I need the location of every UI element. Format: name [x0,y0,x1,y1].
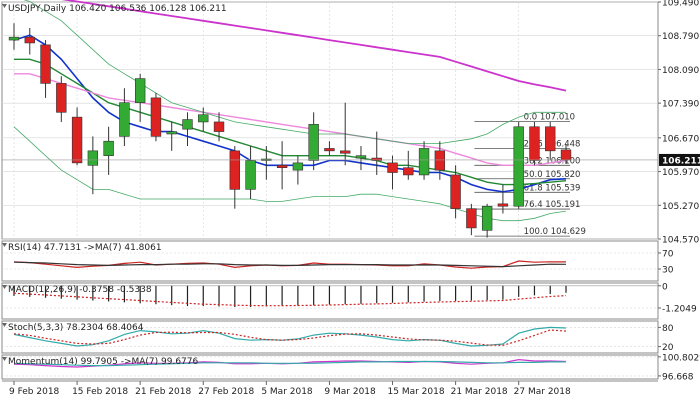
title-marker-icon [2,243,7,247]
candle-body [56,83,67,113]
pane-title: Momentum(14) 99.7905 ->MA(7) 99.6776 [8,357,199,367]
candle-body [545,126,556,152]
candle-body [497,203,509,207]
y-tick-label: -1.2049 [662,305,697,315]
pane-frame [1,354,659,380]
fib-level-label: 61.8 105.539 [524,183,581,193]
x-tick-label: 27 Mar 2018 [514,387,571,397]
fib-level-label: 76.4 105.191 [524,200,581,210]
candle-body [166,131,177,135]
x-tick-label: 21 Feb 2018 [135,387,191,397]
x-tick-label: 27 Feb 2018 [198,387,254,397]
y-tick-label: 105.970 [662,168,699,178]
candle-body [213,121,225,132]
indicator-line-macd_ma [13,292,567,307]
indicator-line-rsi_ma [13,261,567,268]
candle-body [481,205,493,231]
pane-price: 109.490 108.790 108.090 107.390 106.670 105.9… [1,0,700,246]
x-tick-label: 9 Mar 2018 [324,387,376,397]
candle-body [560,149,572,161]
last-price-tag [659,153,700,166]
y-tick-label: 96.668 [662,372,694,382]
ma-line-band_upper [23,0,566,145]
candle-body [8,36,20,41]
candle-body [308,124,319,161]
candle-body [529,126,540,161]
y-tick-label: 104.570 [662,236,699,246]
title-marker-icon [2,285,7,289]
y-tick-label: 105.270 [662,202,699,212]
pane-frame [1,1,659,240]
x-tick-label: 21 Mar 2018 [451,387,508,397]
pane-frame [1,240,659,282]
candle-body [324,148,335,152]
candle-body [182,119,193,130]
y-tick-label: 108.790 [662,32,699,42]
pane-title: MACD(12,26,9) -0.3758 -0.5338 [8,285,152,295]
candle-body [198,114,209,123]
candle-body [403,167,414,176]
last-price-label: 106.211 [662,156,700,166]
ma-line-green [14,58,567,186]
fib-level-label: 100.0 104.629 [524,227,586,237]
ma-line-magenta [61,0,567,92]
y-tick-label: 106.670 [662,134,699,144]
ma-line-pink [14,73,567,167]
y-tick-label: 109.490 [662,0,699,9]
candle-body [450,174,461,209]
y-tick-label: 107.390 [662,100,699,110]
candle-body [513,126,524,207]
ma-line-blue [13,34,567,193]
pane-stoch: 80 20 Stoch(5,3,3) 78.2304 68.4064 [1,320,674,354]
candle-body [466,208,477,229]
pane-macd: 0 -1.2049 MACD(12,26,9) -0.3758 -0.5338 [1,282,697,320]
x-tick-label: 9 Feb 2018 [9,387,60,397]
fib-level-label: 38.2 106.100 [524,156,581,166]
title-marker-icon [2,357,7,361]
candle-body [229,150,240,190]
y-tick-label: 108.090 [662,66,699,76]
pane-rsi: 70 30 RSI(14) 47.7131 ->MA(7) 41.8061 [1,240,674,282]
candle-body [292,162,304,171]
y-tick-label: 80 [662,324,674,334]
candle-body [71,116,83,164]
x-tick-label: 5 Mar 2018 [261,387,313,397]
indicator-line-stoch_d [13,329,567,346]
chart-title: USDJPY,Daily 106.420 106.536 106.128 106… [8,4,227,14]
candle-body [245,160,256,190]
indicator-line-momentum_ma [13,360,566,367]
candle-body [434,150,446,171]
candle-body [340,150,351,154]
x-tick-label: 15 Mar 2018 [388,387,445,397]
candle-body [87,150,99,166]
candle-body [276,164,288,169]
x-tick-label: 15 Feb 2018 [72,387,128,397]
fib-level-label: 0.0 107.010 [524,112,575,122]
fib-level-label: 50.0 105.820 [524,170,581,180]
candle-body [103,140,114,156]
y-tick-label: 20 [662,343,674,353]
candle-body [418,148,430,176]
candle-body [150,97,162,137]
candle-body [24,36,35,44]
pane-title: Stoch(5,3,3) 78.2304 68.4064 [8,323,144,333]
candle-body [355,155,367,159]
candle-body [387,162,398,173]
indicator-line-stoch_k [13,326,567,347]
candle-body [40,44,51,84]
pane-title: RSI(14) 47.7131 ->MA(7) 41.8061 [8,243,162,253]
candle-body [134,78,146,103]
title-marker-icon [2,4,7,8]
title-marker-icon [2,323,7,327]
y-tick-label: 0 [662,282,668,292]
y-tick-label: 30 [662,266,674,276]
candle-body [371,157,382,161]
candle-body [119,102,130,137]
y-tick-label: 70 [662,250,674,260]
pane-frame [1,320,659,354]
